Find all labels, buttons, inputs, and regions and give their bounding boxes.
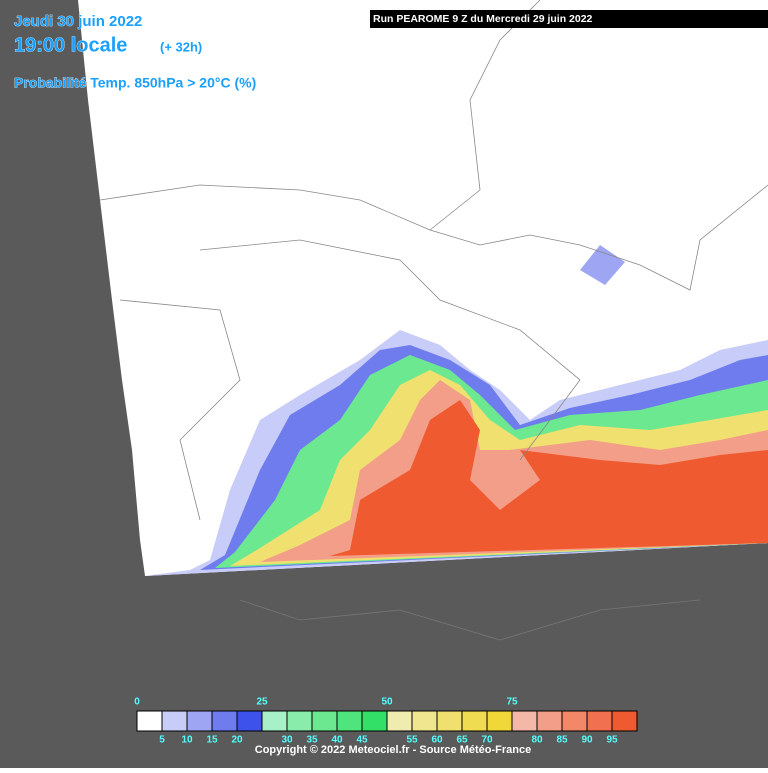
legend-top-label: 50 <box>381 697 393 708</box>
legend-bottom-label: 20 <box>231 735 243 746</box>
legend-bottom-label: 55 <box>406 735 418 746</box>
legend-bottom-label: 35 <box>306 735 318 746</box>
legend-swatch <box>386 710 413 732</box>
legend-bottom-label: 10 <box>181 735 193 746</box>
legend-swatch <box>511 710 538 732</box>
time: 19:00 locale <box>14 34 127 56</box>
legend-bottom-label: 30 <box>281 735 293 746</box>
area-10 <box>580 245 625 285</box>
lead-time: (+ 32h) <box>160 39 202 54</box>
legend-bottom-label: 95 <box>606 735 618 746</box>
legend-top-label: 75 <box>506 697 518 708</box>
legend-swatch <box>286 710 313 732</box>
legend-swatch <box>336 710 363 732</box>
legend-swatch <box>136 710 163 732</box>
legend-bottom-label: 60 <box>431 735 443 746</box>
coastline <box>239 599 701 641</box>
date: Jeudi 30 juin 2022 <box>14 13 142 30</box>
area-95 <box>330 400 768 556</box>
legend-bottom-label: 15 <box>206 735 218 746</box>
legend-swatch <box>161 710 188 732</box>
legend-swatch <box>561 710 588 732</box>
parameter: Probabilité Temp. 850hPa > 20°C (%) <box>14 75 256 91</box>
legend-swatch <box>211 710 238 732</box>
legend-bottom-label: 70 <box>481 735 493 746</box>
legend-swatch <box>311 710 338 732</box>
legend-swatch <box>461 710 488 732</box>
legend-top-label: 25 <box>256 697 268 708</box>
legend-bottom-label: 65 <box>456 735 468 746</box>
run-info: Run PEAROME 9 Z du Mercredi 29 juin 2022 <box>373 13 593 25</box>
legend-bottom-label: 45 <box>356 735 368 746</box>
legend-swatch <box>436 710 463 732</box>
coastline <box>99 184 768 291</box>
legend-bottom-label: 5 <box>159 735 165 746</box>
country-border <box>119 299 241 521</box>
legend-swatch <box>261 710 288 732</box>
probability-field <box>145 245 768 576</box>
legend-bottom-label: 40 <box>331 735 343 746</box>
legend-swatch <box>411 710 438 732</box>
legend-swatch <box>611 710 638 732</box>
region-border <box>199 239 581 461</box>
legend-bottom-label: 90 <box>581 735 593 746</box>
legend-swatch <box>361 710 388 732</box>
run-box <box>370 10 768 28</box>
legend-bottom-label: 80 <box>531 735 543 746</box>
legend-swatch <box>536 710 563 732</box>
legend: 0 25 50 75 5 10 15 20 30 35 40 45 55 60 65 70 80 85 90 95 <box>134 697 638 746</box>
legend-bottom-label: 85 <box>556 735 568 746</box>
legend-swatch <box>586 710 613 732</box>
borders <box>99 0 768 641</box>
legend-swatch <box>486 710 513 732</box>
legend-swatch <box>186 710 213 732</box>
legend-top-label: 0 <box>134 697 140 708</box>
copyright: Copyright © 2022 Meteociel.fr - Source M… <box>255 744 531 756</box>
legend-swatch <box>236 710 263 732</box>
